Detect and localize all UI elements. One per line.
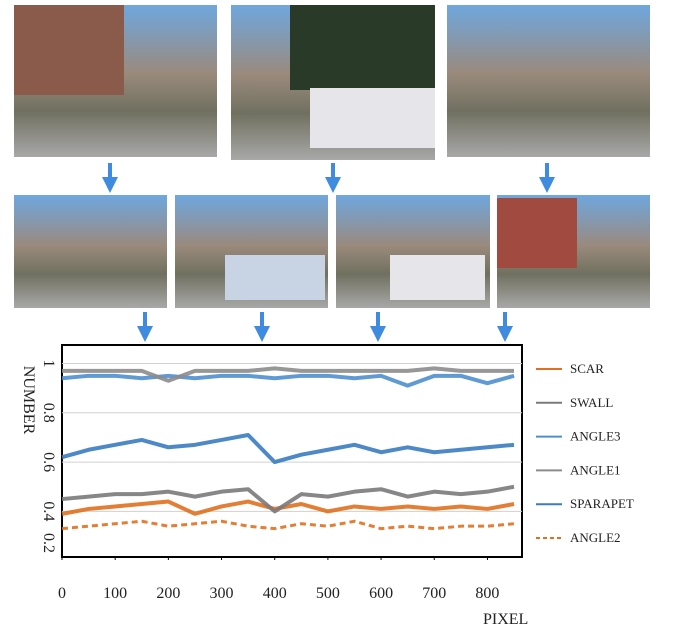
y-axis-title: NUMBER [20,366,37,435]
photo [447,5,650,157]
y-tick-label: 0.8 [40,403,57,423]
x-tick-label: 500 [316,585,340,602]
photo-wall [225,255,325,300]
x-axis-title: PIXEL [483,611,528,628]
x-tick-label: 800 [475,585,499,602]
x-tick-label: 200 [156,585,180,602]
x-tick-label: 400 [263,585,287,602]
photo-house [497,198,577,268]
legend-label: ANGLE3 [570,429,621,444]
series-line [62,376,514,386]
y-tick-label: 0.4 [40,501,57,521]
legend-label: SPARAPET [570,496,634,511]
x-tick-label: 700 [422,585,446,602]
x-tick-label: 0 [58,585,66,602]
legend-label: SCAR [570,361,604,376]
x-tick-label: 100 [103,585,127,602]
x-tick-label: 300 [210,585,234,602]
legend-label: ANGLE1 [570,462,621,477]
figure: PIXEL NUMBER 0.2 0.4 0.6 0.8 1 0 100 200 300 400 5… [0,0,673,633]
series-line [62,435,514,462]
photo-house [14,5,124,95]
photo-wall [310,88,435,148]
y-tick-label: 0.6 [40,452,57,472]
legend-label: ANGLE2 [570,530,621,545]
x-tick-label: 600 [369,585,393,602]
photo-wall [390,255,485,300]
series-line [62,521,514,528]
photo-trees [290,5,435,90]
photo [14,195,167,308]
legend-label: SWALL [570,395,613,410]
y-tick-label: 1 [40,359,57,367]
photos [14,5,650,308]
y-tick-label: 0.2 [40,533,57,553]
